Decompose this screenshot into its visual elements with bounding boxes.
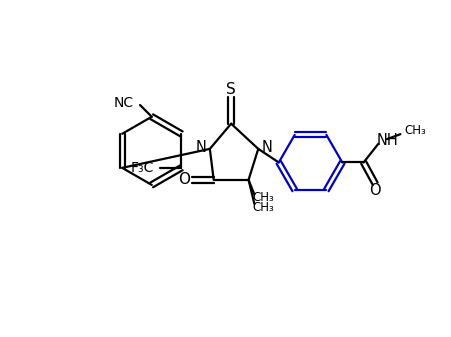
Text: N: N <box>261 140 272 155</box>
Text: F₃C: F₃C <box>131 161 154 175</box>
Text: S: S <box>226 82 236 97</box>
Text: CH₃: CH₃ <box>253 191 274 204</box>
Text: CH₃: CH₃ <box>253 201 274 214</box>
Text: CH₃: CH₃ <box>404 124 426 137</box>
Text: NC: NC <box>114 96 134 110</box>
Text: NH: NH <box>377 133 399 148</box>
Text: O: O <box>369 183 381 198</box>
Text: N: N <box>196 140 207 155</box>
Text: O: O <box>178 172 190 187</box>
